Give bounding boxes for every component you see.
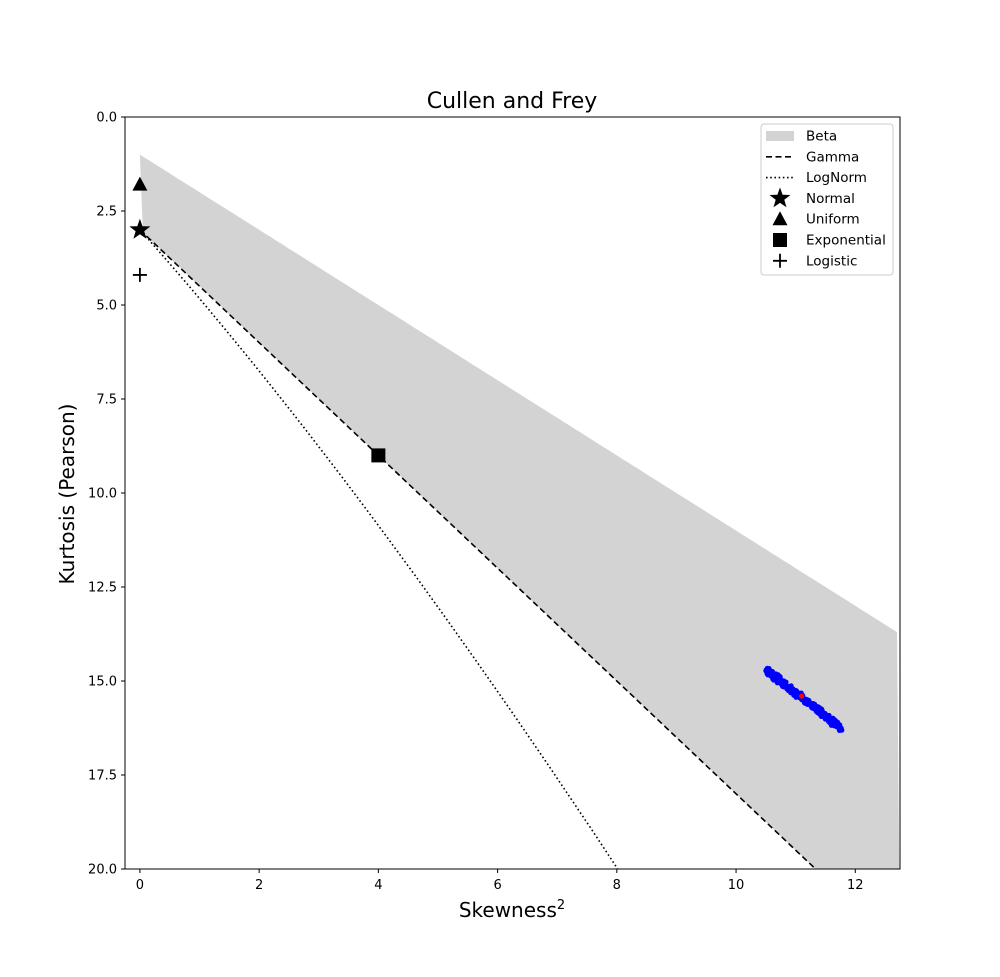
legend-label: Gamma — [806, 149, 859, 165]
legend-item-exponential: Exponential — [773, 233, 886, 249]
gamma-line — [139, 229, 817, 869]
legend-label: Beta — [806, 129, 837, 145]
legend-label: Normal — [806, 191, 855, 207]
bootstrap-point — [838, 725, 844, 731]
bootstrap-point — [827, 716, 833, 722]
logistic-marker-shape — [132, 267, 147, 282]
uniform-marker — [132, 176, 148, 191]
y-tick-label: 0.0 — [96, 111, 117, 126]
y-tick-label: 7.5 — [96, 393, 117, 408]
normal-marker — [129, 218, 151, 239]
legend-item-beta: Beta — [766, 129, 837, 145]
y-tick-label: 15.0 — [88, 675, 117, 690]
logistic-marker — [132, 267, 147, 282]
legend-item-logistic: Logistic — [773, 253, 857, 269]
x-tick-label: 6 — [493, 878, 501, 893]
y-tick-label: 12.5 — [88, 581, 117, 596]
x-tick-label: 2 — [255, 878, 263, 893]
legend-label: Uniform — [806, 212, 860, 228]
x-tick-label: 12 — [847, 878, 864, 893]
y-tick-label: 2.5 — [96, 205, 117, 220]
logistic-legend-swatch — [773, 253, 787, 268]
chart-title: Cullen and Frey — [427, 89, 598, 114]
legend-label: Logistic — [806, 253, 857, 269]
plot-area — [139, 154, 900, 869]
uniform-marker-shape — [132, 176, 148, 191]
x-tick-label: 4 — [374, 878, 382, 893]
bootstrap-point — [813, 706, 820, 712]
x-axis-title-superscript: 2 — [557, 898, 565, 913]
y-tick-label: 17.5 — [88, 769, 117, 784]
normal-legend-swatch — [769, 187, 791, 208]
y-tick-label: 20.0 — [88, 863, 117, 878]
exponential-marker-shape — [371, 448, 386, 463]
legend-item-lognorm: LogNorm — [766, 170, 867, 186]
bootstrap-point — [831, 723, 837, 729]
exponential-legend-swatch — [773, 233, 787, 247]
legend-item-gamma: Gamma — [766, 149, 859, 165]
y-tick-label: 5.0 — [96, 299, 117, 314]
x-axis-title: Skewness2 — [459, 898, 565, 922]
normal-marker-shape — [129, 218, 151, 239]
legend-label: LogNorm — [806, 170, 867, 186]
bootstrap-point — [831, 718, 838, 724]
y-tick-label: 10.0 — [88, 487, 117, 502]
legend-item-normal: Normal — [769, 187, 855, 208]
lognorm-line — [139, 229, 619, 869]
beta-region — [139, 154, 900, 869]
bootstrap-point — [777, 675, 783, 681]
uniform-legend-swatch — [772, 211, 788, 226]
exponential-marker — [371, 448, 386, 463]
x-tick-label: 0 — [136, 878, 144, 893]
x-tick-label: 10 — [728, 878, 745, 893]
x-axis-title-text: Skewness — [459, 898, 557, 922]
y-axis-title: Kurtosis (Pearson) — [55, 404, 79, 585]
legend-box — [760, 123, 894, 276]
beta-legend-swatch — [766, 131, 794, 141]
x-tick-label: 8 — [613, 878, 621, 893]
legend-label: Exponential — [806, 233, 886, 249]
observation-point — [799, 693, 805, 699]
legend-item-uniform: Uniform — [772, 211, 860, 228]
